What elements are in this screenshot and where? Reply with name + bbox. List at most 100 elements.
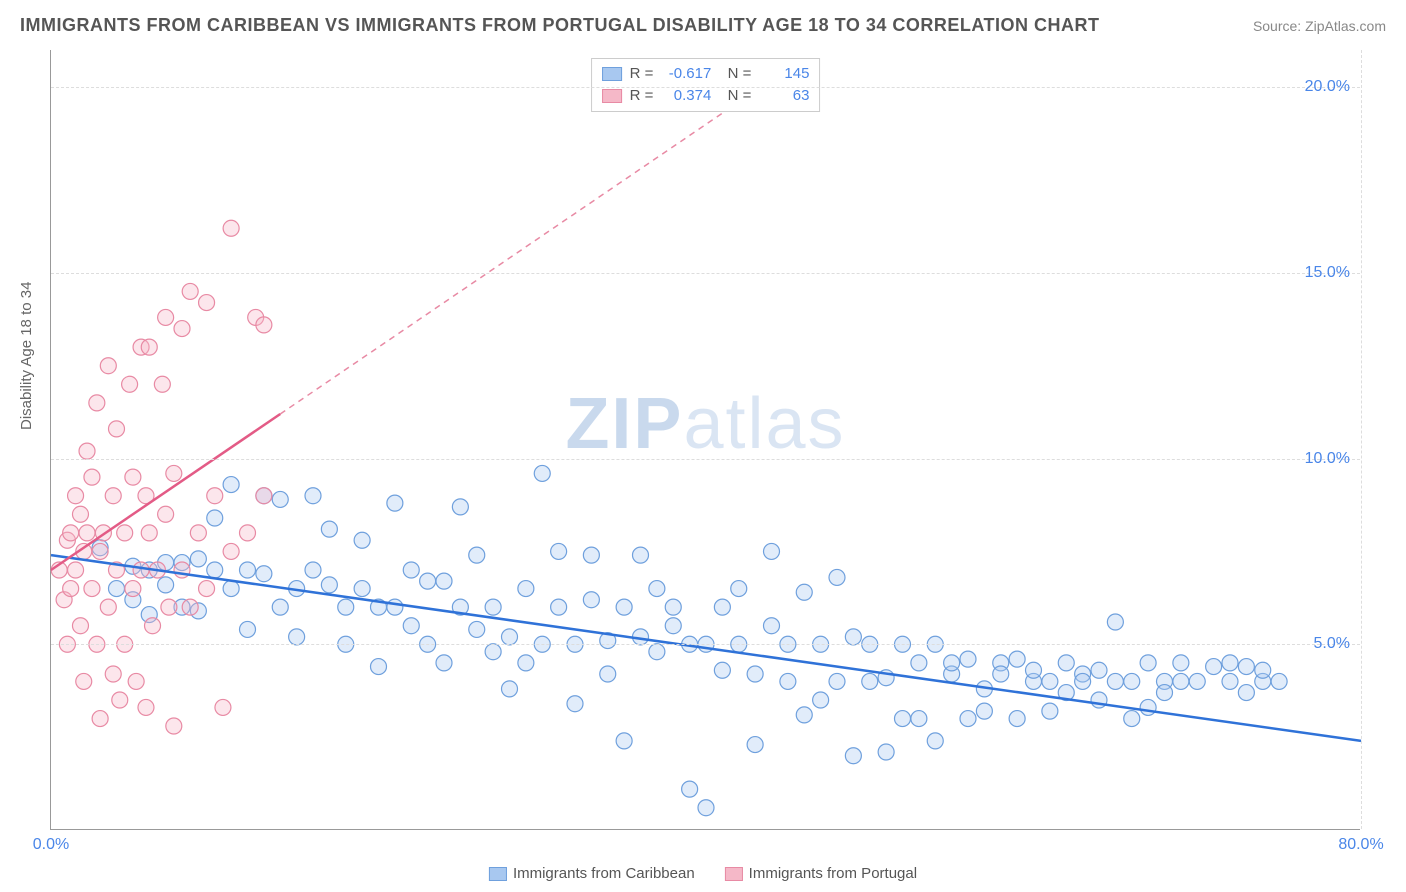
data-point — [256, 566, 272, 582]
data-point — [89, 395, 105, 411]
data-point — [240, 562, 256, 578]
data-point — [534, 465, 550, 481]
data-point — [112, 692, 128, 708]
data-point — [223, 220, 239, 236]
legend-swatch — [725, 867, 743, 881]
data-point — [714, 662, 730, 678]
data-point — [125, 469, 141, 485]
data-point — [1238, 685, 1254, 701]
data-point — [207, 562, 223, 578]
legend-stat-row: R =-0.617 N =145 — [602, 63, 810, 85]
data-point — [199, 581, 215, 597]
data-point — [79, 525, 95, 541]
data-point — [1124, 711, 1140, 727]
data-point — [813, 692, 829, 708]
data-point — [993, 666, 1009, 682]
data-point — [633, 547, 649, 563]
data-point — [63, 581, 79, 597]
data-point — [1222, 673, 1238, 689]
data-point — [84, 469, 100, 485]
data-point — [174, 321, 190, 337]
data-point — [122, 376, 138, 392]
data-point — [518, 581, 534, 597]
data-point — [109, 421, 125, 437]
data-point — [92, 543, 108, 559]
data-point — [518, 655, 534, 671]
data-point — [1255, 662, 1271, 678]
data-point — [272, 599, 288, 615]
data-point — [469, 621, 485, 637]
data-point — [133, 562, 149, 578]
data-point — [600, 666, 616, 682]
data-point — [109, 581, 125, 597]
data-point — [182, 283, 198, 299]
legend-item: Immigrants from Caribbean — [489, 865, 695, 882]
data-point — [100, 599, 116, 615]
data-point — [796, 584, 812, 600]
gridline-v — [1361, 50, 1362, 829]
data-point — [256, 317, 272, 333]
data-point — [223, 543, 239, 559]
data-point — [436, 655, 452, 671]
data-point — [105, 666, 121, 682]
ytick-label: 5.0% — [1314, 635, 1350, 653]
data-point — [338, 599, 354, 615]
data-point — [256, 488, 272, 504]
data-point — [190, 525, 206, 541]
data-point — [1238, 659, 1254, 675]
data-point — [1222, 655, 1238, 671]
data-point — [583, 547, 599, 563]
data-point — [1271, 673, 1287, 689]
data-point — [911, 655, 927, 671]
data-point — [714, 599, 730, 615]
ytick-label: 15.0% — [1305, 264, 1350, 282]
data-point — [665, 599, 681, 615]
data-point — [154, 376, 170, 392]
data-point — [223, 581, 239, 597]
data-point — [829, 569, 845, 585]
data-point — [145, 618, 161, 634]
data-point — [764, 618, 780, 634]
data-point — [747, 666, 763, 682]
data-point — [158, 309, 174, 325]
data-point — [485, 599, 501, 615]
data-point — [1107, 673, 1123, 689]
data-point — [84, 581, 100, 597]
data-point — [158, 577, 174, 593]
data-point — [616, 733, 632, 749]
data-point — [436, 573, 452, 589]
data-point — [764, 543, 780, 559]
data-point — [289, 629, 305, 645]
data-point — [698, 800, 714, 816]
legend-swatch — [602, 89, 622, 103]
gridline-h — [51, 87, 1360, 88]
data-point — [665, 618, 681, 634]
data-point — [105, 488, 121, 504]
data-point — [1140, 655, 1156, 671]
data-point — [1091, 662, 1107, 678]
data-point — [100, 358, 116, 374]
data-point — [138, 699, 154, 715]
data-point — [72, 506, 88, 522]
data-point — [79, 443, 95, 459]
data-point — [387, 495, 403, 511]
data-point — [305, 562, 321, 578]
data-point — [371, 659, 387, 675]
gridline-h — [51, 459, 1360, 460]
data-point — [649, 581, 665, 597]
data-point — [223, 477, 239, 493]
data-point — [583, 592, 599, 608]
ytick-label: 20.0% — [1305, 78, 1350, 96]
data-point — [927, 733, 943, 749]
data-point — [551, 599, 567, 615]
data-point — [207, 488, 223, 504]
data-point — [161, 599, 177, 615]
data-point — [1173, 673, 1189, 689]
data-point — [141, 339, 157, 355]
data-point — [682, 781, 698, 797]
data-point — [616, 599, 632, 615]
data-point — [960, 711, 976, 727]
chart-header: IMMIGRANTS FROM CARIBBEAN VS IMMIGRANTS … — [20, 15, 1386, 36]
data-point — [141, 525, 157, 541]
data-point — [403, 562, 419, 578]
